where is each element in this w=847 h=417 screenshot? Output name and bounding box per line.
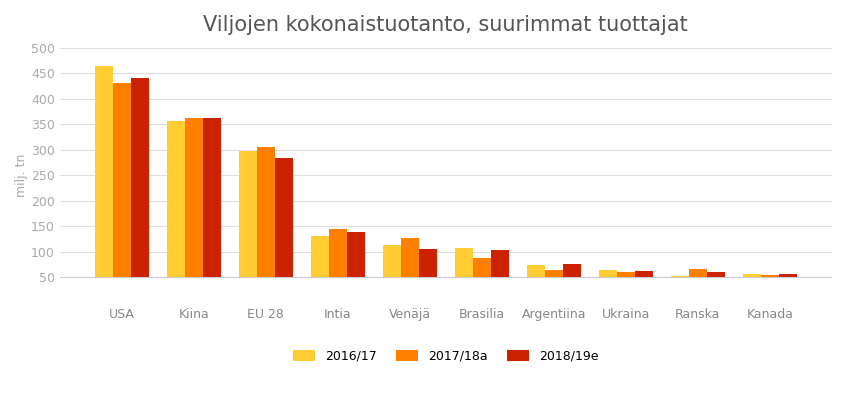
Bar [202,118,221,277]
Bar [383,245,401,277]
Bar [167,121,185,277]
Bar [274,158,293,277]
Bar [311,236,329,277]
Bar [617,271,635,277]
Bar [95,65,113,277]
Bar [761,275,779,277]
Bar [401,239,418,277]
Bar [671,276,689,277]
Bar [599,270,617,277]
Bar [707,271,725,277]
Bar [329,229,346,277]
Legend: 2016/17, 2017/18a, 2018/19e: 2016/17, 2017/18a, 2018/19e [288,345,604,368]
Title: Viljojen kokonaistuotanto, suurimmat tuottajat: Viljojen kokonaistuotanto, suurimmat tuo… [203,15,689,35]
Bar [527,265,545,277]
Bar [779,274,797,277]
Bar [635,271,653,277]
Bar [545,270,563,277]
Bar [185,118,202,277]
Bar [473,259,490,277]
Bar [418,249,437,277]
Bar [455,248,473,277]
Bar [563,264,581,277]
Bar [346,232,365,277]
Bar [239,151,257,277]
Bar [113,83,130,277]
Bar [689,269,707,277]
Bar [490,250,509,277]
Bar [257,147,274,277]
Bar [130,78,149,277]
Y-axis label: milj. tn: milj. tn [15,153,28,197]
Bar [743,274,761,277]
